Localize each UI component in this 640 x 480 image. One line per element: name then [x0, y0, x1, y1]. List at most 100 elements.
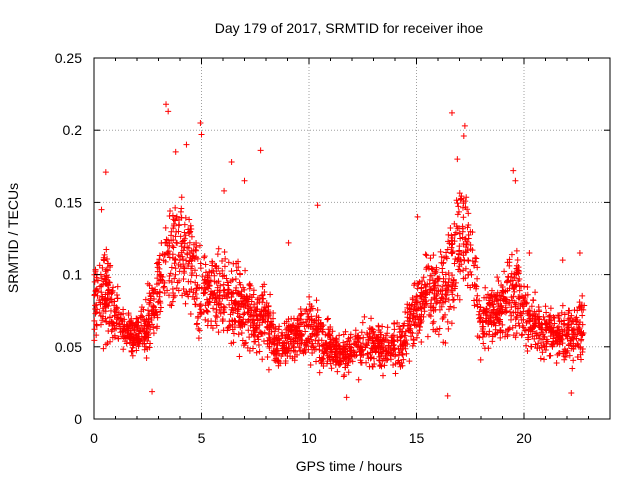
data-point	[253, 323, 260, 330]
data-point	[173, 239, 180, 246]
data-point	[184, 291, 191, 298]
y-tick-label: 0.15	[55, 194, 82, 210]
data-point	[226, 318, 233, 325]
data-point	[154, 264, 161, 271]
data-point	[443, 292, 450, 299]
data-point	[216, 270, 223, 277]
data-point	[391, 353, 398, 360]
x-tick-label: 0	[90, 430, 98, 446]
data-point	[121, 316, 128, 323]
data-point	[479, 318, 486, 325]
data-point	[302, 328, 309, 335]
data-point	[353, 342, 360, 349]
data-point	[464, 224, 471, 231]
data-point	[570, 336, 577, 343]
data-point	[410, 306, 417, 313]
data-point	[206, 299, 213, 306]
data-point	[254, 296, 261, 303]
data-point	[169, 298, 176, 305]
data-point	[307, 323, 314, 330]
data-point	[438, 303, 445, 310]
data-point	[532, 289, 539, 296]
data-point	[100, 308, 107, 315]
data-point	[462, 236, 469, 243]
data-point	[360, 334, 367, 341]
data-point	[459, 234, 466, 241]
data-point	[102, 341, 109, 348]
data-point	[233, 260, 240, 267]
data-point	[115, 311, 122, 318]
data-point	[431, 270, 438, 277]
data-point	[246, 282, 253, 289]
data-point	[101, 301, 108, 308]
data-point	[209, 325, 216, 332]
data-point	[474, 333, 481, 340]
data-point	[355, 376, 362, 383]
data-point	[314, 306, 321, 313]
data-point	[372, 348, 379, 355]
data-point	[409, 296, 416, 303]
data-point	[148, 316, 155, 323]
data-point	[120, 346, 127, 353]
data-point	[137, 327, 144, 334]
data-point	[298, 331, 305, 338]
data-point	[451, 260, 458, 267]
x-tick-label: 15	[409, 430, 425, 446]
data-point	[418, 289, 425, 296]
data-point	[302, 318, 309, 325]
data-point	[402, 308, 409, 315]
data-point	[472, 254, 479, 261]
data-point	[193, 321, 200, 328]
data-point	[413, 301, 420, 308]
data-point	[198, 310, 205, 317]
data-point	[341, 355, 348, 362]
data-point	[180, 276, 187, 283]
data-point	[113, 325, 120, 332]
data-point	[106, 314, 113, 321]
data-point	[220, 281, 227, 288]
data-point	[225, 259, 232, 266]
data-point	[359, 319, 366, 326]
data-point	[286, 345, 293, 352]
data-point	[340, 346, 347, 353]
data-point	[387, 356, 394, 363]
data-point	[431, 279, 438, 286]
data-point	[114, 305, 121, 312]
data-point	[449, 249, 456, 256]
data-point	[226, 301, 233, 308]
data-point	[561, 311, 568, 318]
data-point	[445, 270, 452, 277]
data-point	[258, 312, 265, 319]
data-point	[448, 287, 455, 294]
data-point	[142, 296, 149, 303]
data-point	[370, 355, 377, 362]
data-point	[477, 356, 484, 363]
data-point	[529, 312, 536, 319]
data-point	[212, 312, 219, 319]
data-point	[134, 315, 141, 322]
data-point	[190, 289, 197, 296]
data-point	[224, 279, 231, 286]
data-point	[248, 307, 255, 314]
data-point	[419, 290, 426, 297]
data-point	[117, 325, 124, 332]
data-point	[203, 284, 210, 291]
data-point	[146, 301, 153, 308]
data-point	[264, 310, 271, 317]
data-point	[323, 340, 330, 347]
data-point	[164, 287, 171, 294]
data-point	[486, 299, 493, 306]
data-point	[499, 284, 506, 291]
data-point	[252, 326, 259, 333]
data-point	[548, 317, 555, 324]
data-point	[154, 314, 161, 321]
data-point	[150, 296, 157, 303]
data-point	[426, 276, 433, 283]
data-point	[443, 249, 450, 256]
data-point	[303, 322, 310, 329]
data-point	[201, 280, 208, 287]
data-point	[519, 331, 526, 338]
data-point	[528, 303, 535, 310]
data-point	[213, 322, 220, 329]
data-point	[202, 276, 209, 283]
